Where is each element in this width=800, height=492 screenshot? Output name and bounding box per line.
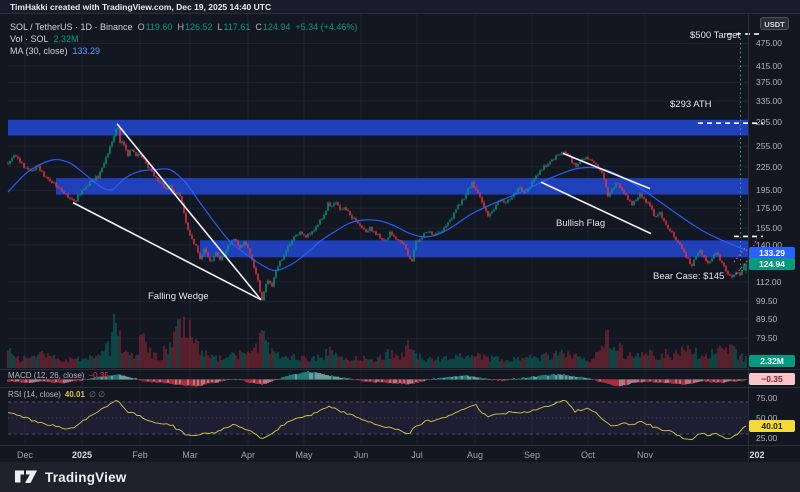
ma-value: 133.29	[72, 46, 101, 56]
rsi-value: 40.01	[64, 390, 85, 399]
price-tick-label: 140.00	[756, 240, 782, 251]
price-tick-label: 295.00	[756, 117, 782, 128]
close-label: C	[255, 22, 262, 32]
legend-symbol-row[interactable]: SOL / TetherUS · 1D · Binance O119.60 H126…	[10, 22, 357, 33]
time-axis-label: 202	[749, 450, 765, 460]
chart-annotation-falling-wedge-label: Falling Wedge	[148, 291, 209, 302]
close-value: 124.94	[262, 22, 291, 32]
rsi-hidden-values: ∅ ∅	[88, 390, 106, 399]
attribution-bar: TimHakki created with TradingView.com, D…	[0, 0, 800, 14]
price-tick-label: 155.00	[756, 223, 782, 234]
low-label: L	[217, 22, 223, 32]
legend-ma-row[interactable]: MA (30, close) 133.29	[10, 46, 100, 57]
chart-annotation-ath-label: $293 ATH	[670, 99, 712, 110]
sr-zone	[200, 240, 748, 258]
price-tick-label: 475.00	[756, 38, 782, 49]
time-axis-label: Mar	[182, 450, 198, 460]
price-tick-label: 99.50	[756, 296, 778, 307]
axis-value-pill: 124.94	[749, 258, 795, 270]
rsi-tick-label: 75.00	[756, 393, 778, 403]
chart-annotation-bullish-flag-label: Bullish Flag	[556, 218, 606, 229]
footer-bar: TradingView	[0, 462, 800, 492]
time-axis-label: Oct	[580, 450, 596, 460]
trendline	[116, 123, 262, 301]
time-axis-label: Feb	[132, 450, 148, 460]
tradingview-logo-icon[interactable]	[14, 468, 38, 486]
symbol-title: SOL / TetherUS · 1D · Binance	[10, 22, 133, 32]
time-axis-label: Dec	[16, 450, 34, 460]
price-tick-label: 255.00	[756, 141, 782, 152]
rsi-label: RSI (14, close)	[8, 390, 61, 399]
trendline	[562, 152, 651, 190]
high-label: H	[177, 22, 184, 32]
projection-path	[735, 249, 759, 275]
time-axis-label: 2025	[71, 450, 93, 460]
price-tick-label: 335.00	[756, 96, 782, 107]
macd-value: −0.35	[88, 371, 109, 380]
price-tick-label: 195.00	[756, 185, 782, 196]
time-axis-label: Sep	[523, 450, 541, 460]
time-axis-label: Jun	[353, 450, 369, 460]
sr-zone	[8, 119, 748, 136]
ma-label: MA (30, close)	[10, 46, 68, 56]
macd-legend[interactable]: MACD (12, 26, close) −0.35	[8, 371, 109, 380]
time-axis-label: Jul	[411, 450, 423, 460]
open-label: O	[137, 22, 145, 32]
high-value: 126.52	[184, 22, 213, 32]
price-tick-label: 112.00	[756, 276, 782, 287]
open-value: 119.60	[145, 22, 173, 32]
volume-label: Vol · SOL	[10, 34, 49, 44]
chart-annotation-target-label: $500 Target	[690, 30, 741, 41]
rsi-line	[7, 399, 747, 441]
tradingview-wordmark[interactable]: TradingView	[45, 469, 127, 485]
time-axis-label: Aug	[466, 450, 484, 460]
trendline	[540, 181, 652, 235]
time-axis-label: May	[295, 450, 313, 460]
change-value: +5.34 (+4.46%)	[295, 22, 358, 32]
chart-annotation-bear-case-label: Bear Case: $145	[653, 271, 725, 282]
price-tick-label: 415.00	[756, 60, 782, 71]
volume-value: 2.32M	[53, 34, 79, 44]
low-value: 117.61	[223, 22, 251, 32]
price-tick-label: 79.50	[756, 333, 778, 344]
axis-value-pill: −0.35	[749, 373, 795, 385]
price-tick-label: 89.50	[756, 313, 778, 324]
projection-path	[733, 237, 758, 263]
price-tick-label: 375.00	[756, 77, 782, 88]
axis-value-pill: 2.32M	[749, 355, 795, 367]
legend-volume-row[interactable]: Vol · SOL 2.32M	[10, 34, 79, 45]
trendline	[72, 201, 262, 301]
time-axis-label: Nov	[636, 450, 654, 460]
currency-toggle-button[interactable]: USDT	[760, 17, 789, 30]
attribution-text: TimHakki created with TradingView.com, D…	[10, 2, 272, 12]
axis-value-pill: 133.29	[749, 247, 795, 259]
macd-label: MACD (12, 26, close)	[8, 371, 85, 380]
sr-zone	[56, 178, 748, 195]
rsi-tick-label: 25.00	[756, 433, 778, 443]
time-axis-label: Apr	[240, 450, 256, 460]
rsi-legend[interactable]: RSI (14, close) 40.01 ∅ ∅	[8, 390, 105, 399]
price-tick-label: 175.00	[756, 203, 782, 214]
price-tick-label: 225.00	[756, 161, 782, 172]
axis-value-pill: 40.01	[749, 420, 795, 432]
rsi-tick-label: 50.00	[756, 413, 778, 423]
